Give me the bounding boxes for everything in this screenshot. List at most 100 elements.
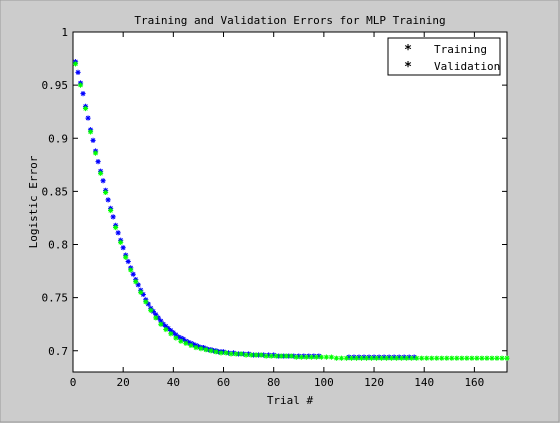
data-point-training [346, 354, 352, 360]
data-point-validation [128, 267, 134, 273]
data-point-training [381, 354, 387, 360]
x-tick-label: 120 [364, 376, 384, 389]
data-point-training [168, 327, 174, 334]
data-point-validation [363, 355, 370, 361]
data-point-training [296, 353, 302, 359]
legend: * Training * Validation [387, 37, 501, 76]
data-point-training [140, 291, 146, 298]
data-point-validation [328, 354, 334, 360]
data-point-training [356, 354, 362, 360]
data-point-validation [414, 355, 420, 361]
data-point-training [170, 330, 176, 336]
data-point-training [220, 349, 227, 355]
y-tick-label: 0.9 [48, 132, 68, 145]
data-point-validation [404, 355, 410, 361]
data-point-validation [308, 354, 314, 360]
data-point-validation [368, 355, 375, 361]
data-point-validation [87, 129, 94, 135]
y-tick-label: 0.75 [42, 292, 69, 305]
data-point-validation [77, 82, 84, 88]
axis-ticks: 0 20 40 60 80 100 120 140 160 0.7 0.75 0.8 0.85 0.9 0.… [42, 26, 507, 389]
data-point-validation [464, 355, 470, 361]
data-point-validation [383, 355, 390, 361]
data-point-training [185, 339, 191, 345]
data-point-validation [353, 355, 360, 361]
data-point-validation [439, 355, 445, 361]
data-point-validation [263, 353, 269, 359]
data-point-training [391, 354, 397, 360]
data-point-validation [228, 351, 234, 357]
data-point-validation [133, 279, 139, 285]
data-point-training [246, 351, 252, 357]
data-point-validation [449, 355, 455, 361]
x-tick-label: 140 [414, 376, 434, 389]
data-point-validation [348, 355, 355, 361]
data-point-validation [313, 354, 319, 360]
data-point-validation [173, 335, 179, 341]
data-point-validation [394, 355, 400, 361]
legend-marker-training: * [404, 43, 412, 58]
data-point-validation [343, 355, 350, 361]
data-point-validation [253, 352, 259, 358]
data-point-validation [118, 239, 124, 245]
data-point-validation [193, 344, 199, 351]
legend-label-validation: Validation [434, 60, 500, 73]
data-point-training [163, 323, 169, 329]
y-tick-label: 0.7 [48, 345, 68, 358]
data-point-validation [168, 331, 174, 337]
x-tick-label: 80 [267, 376, 280, 389]
x-tick-label: 60 [217, 376, 230, 389]
data-point-validation [318, 354, 324, 360]
data-point-validation [148, 307, 154, 313]
data-point-validation [409, 355, 415, 361]
data-point-training [130, 271, 136, 277]
data-point-training [125, 258, 131, 265]
data-point-training [180, 336, 186, 342]
chart-title: Training and Validation Errors for MLP T… [134, 14, 445, 27]
data-point-training [230, 350, 237, 356]
data-point-training [190, 341, 197, 347]
data-point-training [115, 230, 121, 236]
data-point-training [178, 335, 184, 341]
data-point-training [316, 353, 322, 359]
data-point-validation [218, 350, 224, 356]
x-tick-label: 160 [464, 376, 484, 389]
data-point-training [195, 343, 202, 350]
data-point-training [301, 353, 307, 359]
data-point-training [110, 214, 116, 220]
data-point-validation [82, 105, 89, 112]
data-point-validation [238, 351, 244, 357]
data-point-validation [399, 355, 405, 361]
data-point-validation [223, 350, 229, 356]
data-point-validation [273, 353, 279, 359]
data-point-training [200, 344, 207, 351]
data-point-validation [158, 321, 164, 327]
data-point-validation [108, 207, 114, 214]
data-point-training [105, 197, 111, 203]
data-point-validation [454, 355, 460, 361]
data-point-validation [153, 315, 159, 321]
x-axis-label: Trial # [267, 394, 314, 407]
data-point-training [351, 354, 357, 360]
data-point-training [158, 318, 164, 324]
data-point-validation [459, 355, 465, 361]
data-point-validation [138, 289, 144, 295]
data-point-validation [323, 354, 329, 360]
data-point-validation [494, 355, 500, 361]
data-marks [72, 59, 510, 361]
plot-area [72, 31, 508, 373]
data-point-validation [479, 355, 485, 361]
x-tick-label: 40 [167, 376, 180, 389]
data-point-training [371, 354, 377, 360]
legend-marker-validation: * [404, 60, 412, 75]
data-point-validation [198, 346, 204, 352]
data-point-training [306, 353, 312, 359]
data-point-validation [424, 355, 430, 361]
data-point-training [80, 91, 86, 97]
y-axis-label: Logistic Error [27, 155, 40, 248]
data-point-validation [373, 355, 380, 361]
data-point-training [153, 312, 159, 318]
data-point-training [165, 325, 171, 332]
data-point-training [100, 178, 106, 184]
